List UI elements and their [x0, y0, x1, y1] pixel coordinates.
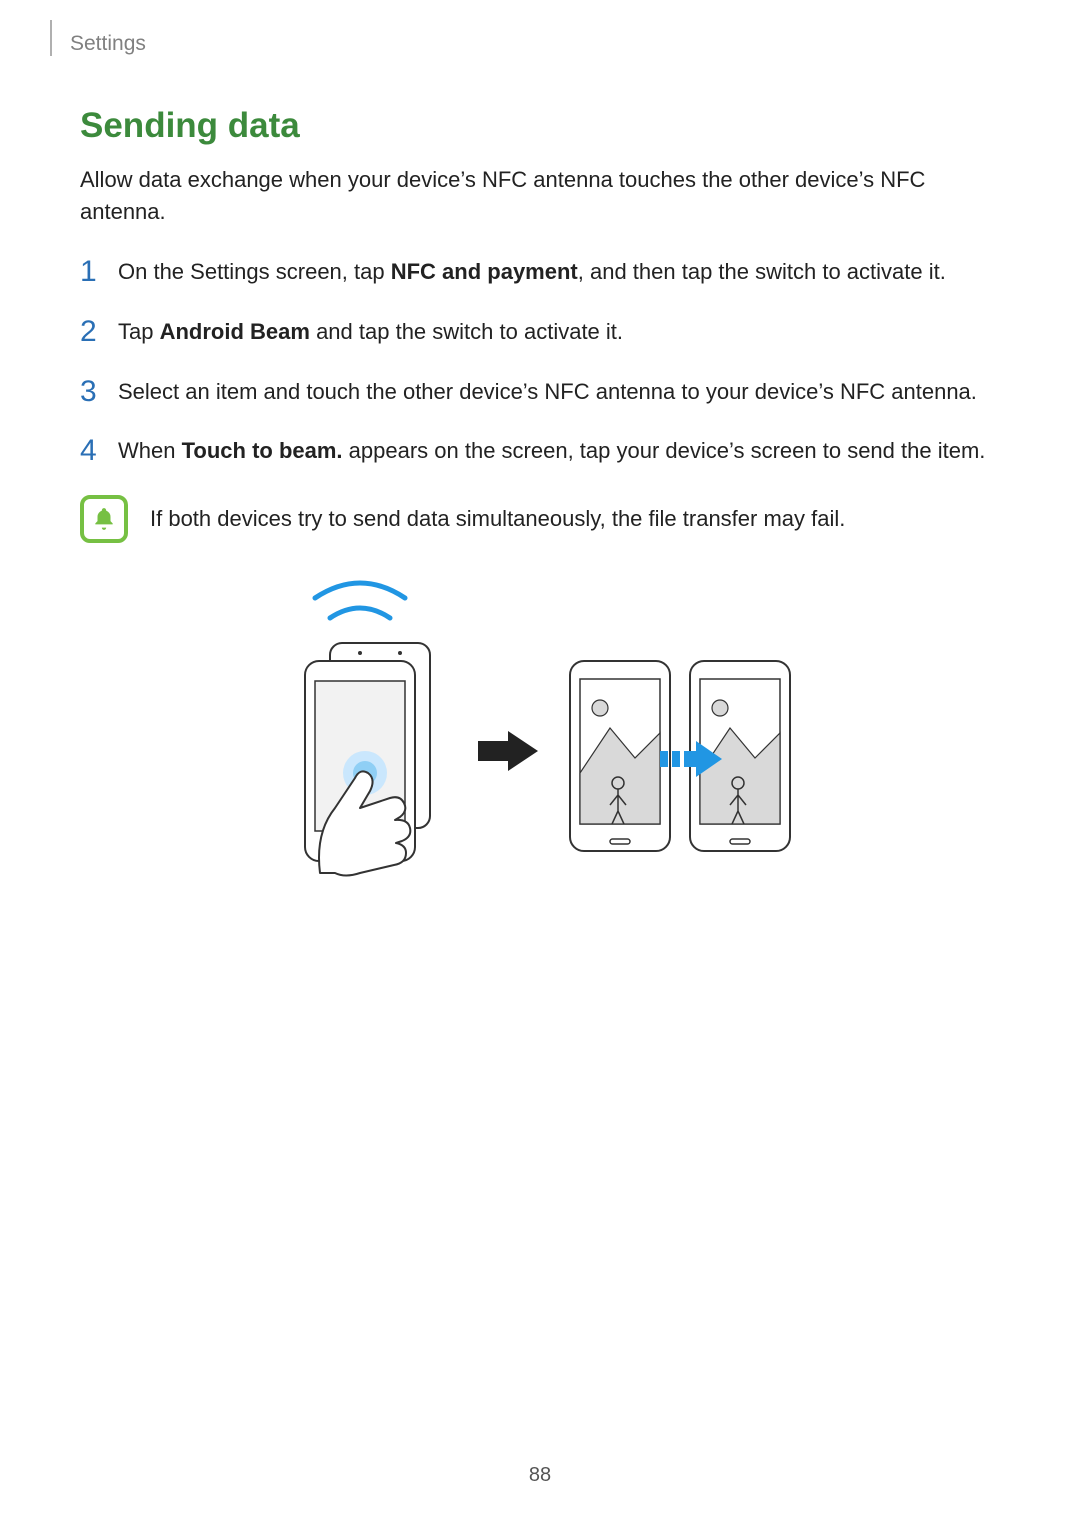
page-content: Sending data Allow data exchange when yo…: [80, 106, 1000, 883]
step-list: On the Settings screen, tap NFC and paym…: [80, 256, 1000, 468]
page-number: 88: [0, 1464, 1080, 1487]
step-text-prefix: On the Settings screen, tap: [118, 259, 391, 284]
section-intro: Allow data exchange when your device’s N…: [80, 164, 1000, 228]
nfc-beam-figure: [80, 573, 1000, 883]
margin-rule: [50, 20, 52, 56]
step-text-bold: NFC and payment: [391, 259, 578, 284]
step-item: Select an item and touch the other devic…: [80, 376, 1000, 408]
step-text-suffix: and tap the switch to activate it.: [310, 319, 623, 344]
nfc-beam-illustration: [260, 573, 820, 883]
step-item: When Touch to beam. appears on the scree…: [80, 435, 1000, 467]
step-text-prefix: When: [118, 438, 182, 463]
step-text-prefix: Tap: [118, 319, 160, 344]
step-text-prefix: Select an item and touch the other devic…: [118, 379, 977, 404]
note-callout: If both devices try to send data simulta…: [80, 495, 1000, 543]
section-title: Sending data: [80, 106, 1000, 146]
step-text-bold: Touch to beam.: [182, 438, 343, 463]
breadcrumb: Settings: [70, 32, 146, 56]
bell-icon: [80, 495, 128, 543]
step-item: Tap Android Beam and tap the switch to a…: [80, 316, 1000, 348]
step-text-bold: Android Beam: [160, 319, 310, 344]
step-text-suffix: appears on the screen, tap your device’s…: [343, 438, 986, 463]
step-text-suffix: , and then tap the switch to activate it…: [578, 259, 946, 284]
note-text: If both devices try to send data simulta…: [150, 503, 845, 535]
manual-page: Settings Sending data Allow data exchang…: [0, 0, 1080, 1527]
step-item: On the Settings screen, tap NFC and paym…: [80, 256, 1000, 288]
